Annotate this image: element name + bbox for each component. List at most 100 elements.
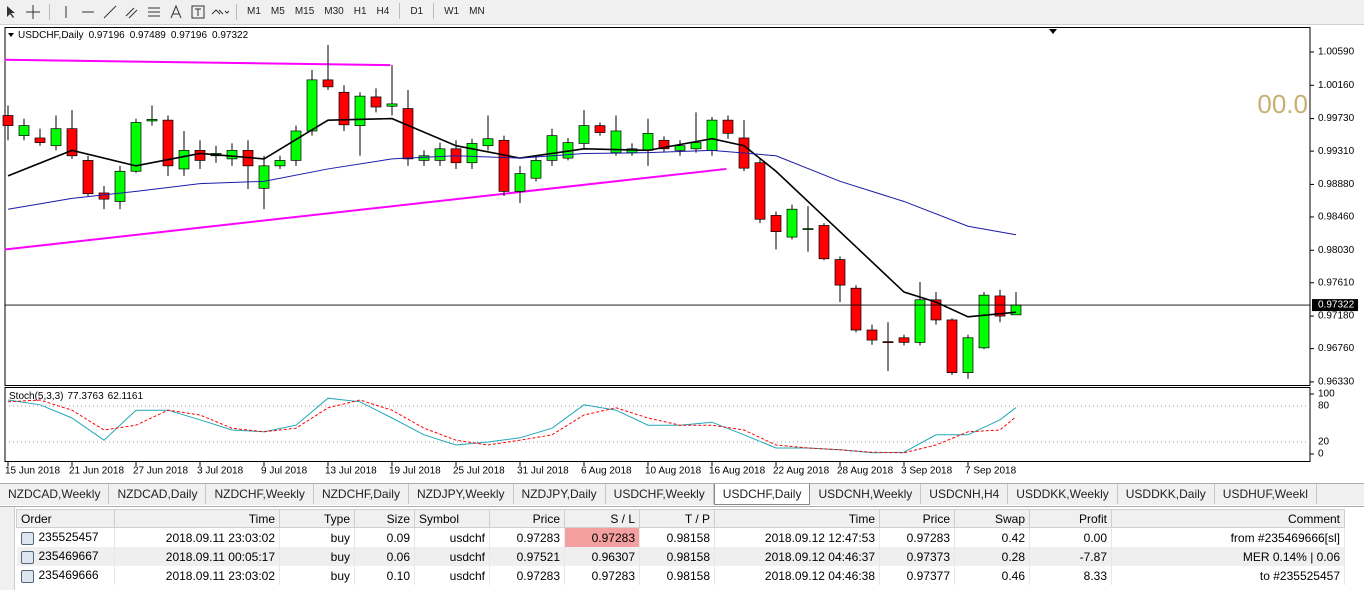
candle-body [994,295,1006,317]
cell-text: 0.97283 [591,530,635,545]
cell-text: from #235469666[sl] [1230,530,1340,545]
column-header[interactable]: Price [489,509,565,528]
chart-tab[interactable]: NZDCAD,Daily [109,484,207,504]
column-header[interactable]: Swap [954,509,1030,528]
timeframe-button[interactable]: M1 [247,6,261,17]
chart-tab[interactable]: USDCHF,Daily [713,484,811,505]
chart-tab[interactable]: USDCNH,Weekly [810,484,922,504]
candle-body [962,337,974,373]
chart-tab[interactable]: NZDJPY,Weekly [409,484,514,504]
column-header[interactable]: Symbol [414,509,490,528]
cell: 0.00 [1029,527,1112,547]
candle-body [818,225,830,260]
separator [399,3,401,19]
column-header[interactable]: S / L [564,509,640,528]
timeframe-button[interactable]: M15 [294,6,315,17]
chart-tab[interactable]: NZDCHF,Weekly [206,484,314,504]
candle-body [786,208,798,238]
text-tool[interactable] [165,2,187,22]
timeframe-button[interactable]: H1 [353,6,367,17]
column-header[interactable]: Price [879,509,955,528]
cell: 0.97283 [564,566,640,585]
candle-body [2,115,14,126]
cell-text: 235469666 [38,568,99,583]
timeframe-button[interactable]: M30 [324,6,344,17]
arrows-tool[interactable] [209,2,231,22]
moving-average [7,117,1017,318]
column-header[interactable]: Profit [1029,509,1112,528]
cell-text: 2018.09.12 12:47:53 [764,530,875,545]
cell-text: buy [330,549,350,564]
order-row[interactable]: 235525457 2018.09.11 23:03:02 buy 0.09 usdch… [16,527,1345,547]
cell: 0.97373 [879,547,955,566]
chart-tab[interactable]: NZDCHF,Daily [314,484,409,504]
fibo-tool[interactable] [143,2,165,22]
candle-body [338,91,350,126]
candle-body [722,119,734,134]
timeframe-button[interactable]: H4 [376,6,390,17]
cell: 2018.09.11 00:05:17 [114,547,280,566]
main-plot-frame [4,27,1311,386]
cell-text: MER 0.14% | 0.06 [1242,549,1340,564]
candle-body [770,215,782,233]
trendline-tool[interactable] [99,2,121,22]
candle-body [306,79,318,132]
column-header[interactable]: Type [279,509,355,528]
candle-body [66,128,78,157]
cell-text: 0.00 [1083,530,1107,545]
vline-tool[interactable] [55,2,77,22]
cell-text: 0.97283 [591,568,635,583]
candle-body [482,138,494,147]
column-header[interactable]: Size [354,509,415,528]
candle-body [546,135,558,161]
column-header[interactable]: T / P [639,509,715,528]
chart-tab[interactable]: USDDKK,Daily [1118,484,1215,504]
x-tick-label: 9 Jul 2018 [261,466,308,477]
candle-body [594,125,606,133]
timeframe-button[interactable]: MN [469,6,485,17]
column-header[interactable]: Time [114,509,280,528]
label-tool[interactable] [187,2,209,22]
cell-text: buy [330,530,350,545]
timeframe-button[interactable]: D1 [410,6,424,17]
stoch-title: Stoch(5,3,3) [9,391,63,402]
cell: 0.96307 [564,547,640,566]
cell: 0.97283 [879,527,955,547]
order-row[interactable]: 235469666 2018.09.11 23:03:02 buy 0.10 usdch… [16,566,1345,585]
main-chart: 1.00590 1.00160 0.99730 0.99310 0.98880 0.984… [2,30,1358,477]
shift-marker [1049,29,1057,34]
chart-tab[interactable]: NZDJPY,Daily [514,484,606,504]
cell: usdchf [414,566,490,585]
timeframe-button[interactable]: W1 [444,6,460,17]
cell-text: 0.97377 [906,568,950,583]
chart-tab[interactable]: USDDKK,Weekly [1008,484,1118,504]
chart-tab[interactable]: USDHUF,Weekl [1215,484,1317,504]
chart-tab[interactable]: NZDCAD,Weekly [0,484,110,504]
column-header[interactable]: Order [16,509,115,528]
order-icon [20,569,34,583]
x-tick-label: 27 Jun 2018 [133,466,188,477]
stoch-line [7,399,1017,454]
chart-title: USDCHF,Daily [18,30,84,41]
cell: 2018.09.11 23:03:02 [114,527,280,547]
hline-tool[interactable] [77,2,99,22]
column-header[interactable]: Comment [1111,509,1345,528]
order-row[interactable]: 235469667 2018.09.11 00:05:17 buy 0.06 usdch… [16,547,1345,566]
candle-body [386,103,398,107]
channel-tool[interactable] [121,2,143,22]
x-tick-label: 7 Sep 2018 [965,466,1017,477]
candle-body [1010,304,1022,316]
timeframe-button[interactable]: M5 [270,6,285,17]
chart-tab[interactable]: USDCNH,H4 [921,484,1009,504]
cursor-tool[interactable] [0,2,22,22]
order-icon [20,531,34,545]
column-header[interactable]: Time [714,509,880,528]
icon [211,9,229,15]
candle-body [898,337,910,343]
timeframes: M1 M5 M15 M30 H1 H4 D1 W1 MN [242,3,490,21]
chart-tab[interactable]: USDCHF,Weekly [606,484,714,504]
y-tick-label: 0.99310 [1318,146,1355,157]
ohlc-close: 0.97322 [212,30,249,41]
crosshair-tool[interactable] [22,2,44,22]
